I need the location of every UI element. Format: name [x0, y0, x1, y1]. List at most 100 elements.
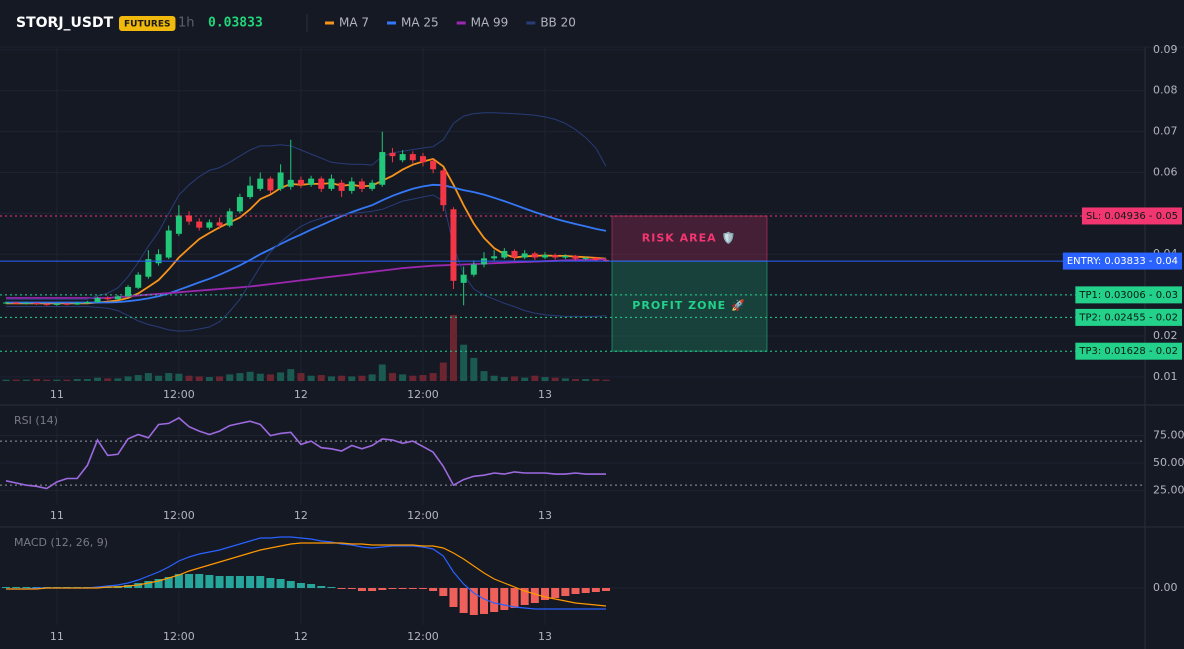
macd-histogram-bar: [144, 581, 153, 588]
candle-body: [165, 230, 172, 258]
volume-bar: [368, 374, 376, 381]
x-tick-label: 12:00: [163, 388, 195, 401]
x-tick-label: 13: [538, 388, 552, 401]
candle-body: [450, 209, 457, 281]
y-tick-label: 0.06: [1153, 165, 1178, 178]
macd-histogram-bar: [154, 579, 163, 588]
macd-histogram-bar: [327, 587, 336, 588]
candle-body: [501, 250, 508, 258]
y-tick-label: 0.02: [1153, 329, 1178, 342]
x-tick-label: 11: [50, 630, 64, 643]
volume-bar: [531, 375, 539, 381]
y-tick-label: 0.00: [1153, 581, 1178, 594]
volume-bar: [480, 371, 488, 381]
y-tick-label: 0.09: [1153, 43, 1178, 56]
volume-bar: [104, 378, 112, 381]
volume-bar: [470, 357, 478, 381]
volume-bar: [124, 376, 132, 381]
candle-body: [64, 303, 71, 305]
pane-title: MACD (12, 26, 9): [14, 536, 108, 549]
macd-histogram-bar: [510, 588, 519, 608]
candle-body: [592, 257, 599, 260]
y-tick-label: 0.01: [1153, 370, 1178, 383]
legend-label: BB 20: [540, 16, 576, 30]
macd-histogram-bar: [602, 588, 611, 591]
macd-histogram-bar: [368, 588, 377, 591]
level-label-bg: [1075, 286, 1182, 304]
legend-label: MA 7: [339, 16, 369, 30]
volume-bar: [399, 374, 407, 381]
x-tick-label: 12:00: [163, 630, 195, 643]
candle-body: [511, 250, 518, 258]
volume-bar: [175, 373, 183, 381]
volume-bar: [94, 377, 102, 381]
macd-histogram-bar: [439, 588, 448, 596]
candle-body: [399, 154, 406, 161]
volume-bar: [592, 379, 600, 381]
candle-body: [358, 181, 365, 189]
macd-histogram-bar: [378, 588, 387, 590]
candle-body: [135, 274, 142, 288]
candle-body: [155, 254, 162, 264]
volume-bar: [246, 371, 254, 381]
candle-body: [521, 253, 528, 258]
candle-body: [104, 297, 111, 300]
macd-histogram-bar: [286, 581, 295, 588]
volume-bar: [572, 379, 580, 381]
macd-histogram-bar: [591, 588, 600, 592]
candle-body: [318, 178, 325, 189]
volume-bar: [551, 377, 559, 381]
macd-histogram-bar: [276, 579, 285, 588]
macd-histogram-bar: [12, 587, 21, 588]
volume-bar: [266, 374, 274, 381]
volume-bar: [439, 362, 447, 381]
macd-line: [6, 536, 606, 610]
macd-histogram-bar: [479, 588, 488, 614]
volume-bar: [236, 373, 244, 381]
volume-bar: [134, 375, 142, 381]
candle-body: [196, 221, 203, 228]
macd-histogram-bar: [307, 584, 316, 588]
pane-title: RSI (14): [14, 414, 58, 427]
volume-bar: [144, 373, 152, 381]
candle-body: [236, 197, 243, 212]
volume-bar: [63, 379, 71, 381]
macd-histogram-bar: [571, 588, 580, 594]
candle-body: [84, 302, 91, 304]
volume-bar: [561, 378, 569, 381]
macd-histogram-bar: [2, 587, 10, 588]
macd-histogram-bar: [469, 588, 478, 615]
macd-histogram-bar: [225, 576, 234, 588]
volume-bar: [490, 375, 498, 381]
volume-bar: [155, 375, 163, 381]
macd-histogram-bar: [235, 576, 244, 588]
volume-bar: [185, 375, 193, 381]
candle-body: [216, 222, 223, 226]
volume-bar: [53, 379, 61, 381]
candle-body: [13, 302, 20, 304]
level-label-bg: [1081, 207, 1182, 225]
signal-line: [6, 542, 607, 607]
volume-bar: [256, 373, 264, 381]
candle-body: [23, 302, 30, 304]
volume-bar: [205, 377, 213, 381]
last-price: 0.03833: [208, 16, 263, 31]
volume-bar: [226, 374, 234, 381]
candle-body: [257, 178, 264, 189]
volume-bar: [500, 377, 508, 381]
candle-body: [552, 255, 559, 258]
candle-body: [369, 182, 376, 189]
symbol: STORJ_USDT: [16, 15, 114, 31]
macd-histogram-bar: [398, 588, 407, 589]
macd-histogram-bar: [164, 577, 173, 588]
volume-bar: [307, 375, 315, 381]
macd-histogram-bar: [347, 588, 356, 589]
volume-bar: [460, 344, 468, 381]
volume-bar: [378, 364, 386, 381]
candle-body: [308, 178, 315, 185]
candle-body: [125, 286, 132, 297]
volume-bar: [327, 376, 335, 381]
